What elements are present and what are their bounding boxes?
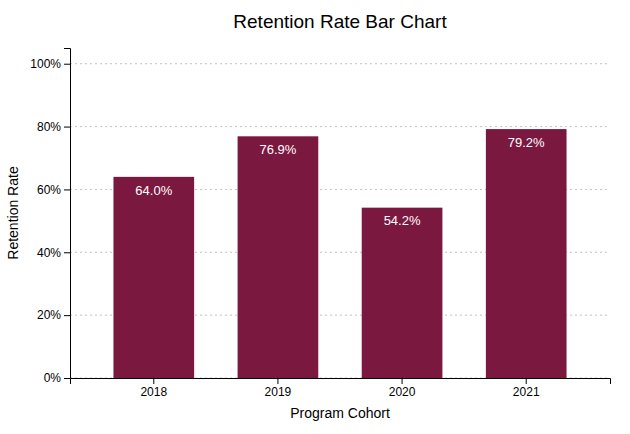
y-tick-label: 20% <box>37 308 61 322</box>
x-tick-mark <box>402 378 403 384</box>
bar <box>238 136 319 378</box>
grid <box>70 64 610 378</box>
grid-line <box>70 63 610 64</box>
y-tick-mark <box>64 64 70 65</box>
y-tick-mark <box>64 189 70 190</box>
y-tick-mark <box>64 127 70 128</box>
y-tick-mark <box>64 252 70 253</box>
bar <box>362 208 443 378</box>
x-tick: 2018 <box>140 378 167 399</box>
plot-area: 2018 2019 2020 2021 0% 20% 40% 60% 80% 100% 64.0% 7… <box>30 49 610 399</box>
x-tick-mark <box>277 378 278 384</box>
y-tick: 20% <box>37 308 70 322</box>
x-axis-line <box>71 379 611 385</box>
chart: 2018 2019 2020 2021 0% 20% 40% 60% 80% 100% 64.0% 7… <box>0 0 630 434</box>
bar <box>486 129 567 378</box>
x-tick: 2019 <box>265 378 292 399</box>
y-tick-label: 40% <box>37 246 61 260</box>
title: Retention Rate Bar Chart <box>233 11 447 32</box>
y-tick: 60% <box>37 183 70 197</box>
y-tick: 0% <box>44 371 70 385</box>
data-label: 79.2% <box>508 135 545 150</box>
y-tick-label: 60% <box>37 183 61 197</box>
y-axis: 0% 20% 40% 60% 80% 100% <box>30 49 70 386</box>
x-tick-mark <box>526 378 527 384</box>
y-tick-label: 80% <box>37 120 61 134</box>
y-tick: 100% <box>30 57 70 71</box>
data-labels: 64.0% 76.9% 54.2% 79.2% <box>135 135 545 229</box>
x-tick: 2020 <box>389 378 416 399</box>
x-tick: 2021 <box>513 378 540 399</box>
y-tick-mark <box>64 378 70 379</box>
y-axis-line <box>64 49 71 379</box>
bars <box>113 129 566 378</box>
x-tick-label: 2021 <box>513 385 540 399</box>
x-axis-title: Program Cohort <box>290 405 390 421</box>
x-tick-mark <box>153 378 154 384</box>
bar <box>113 177 194 378</box>
grid-line <box>70 126 610 127</box>
y-axis-title: Retention Rate <box>5 166 21 260</box>
y-tick-label: 0% <box>44 371 62 385</box>
x-tick-label: 2019 <box>265 385 292 399</box>
y-tick-label: 100% <box>30 57 61 71</box>
y-tick-mark <box>64 315 70 316</box>
data-label: 54.2% <box>384 213 421 228</box>
data-label: 76.9% <box>259 142 296 157</box>
x-tick-label: 2020 <box>389 385 416 399</box>
x-axis: 2018 2019 2020 2021 <box>71 378 611 399</box>
y-tick: 40% <box>37 246 70 260</box>
data-label: 64.0% <box>135 183 172 198</box>
x-tick-label: 2018 <box>140 385 167 399</box>
y-tick: 80% <box>37 120 70 134</box>
